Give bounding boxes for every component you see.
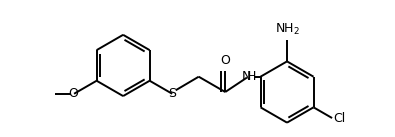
Text: NH$_2$: NH$_2$ (275, 22, 299, 37)
Text: S: S (168, 87, 176, 100)
Text: O: O (68, 87, 78, 100)
Text: O: O (220, 54, 230, 67)
Text: H: H (247, 70, 256, 83)
Text: N: N (241, 70, 251, 83)
Text: Cl: Cl (333, 112, 345, 125)
